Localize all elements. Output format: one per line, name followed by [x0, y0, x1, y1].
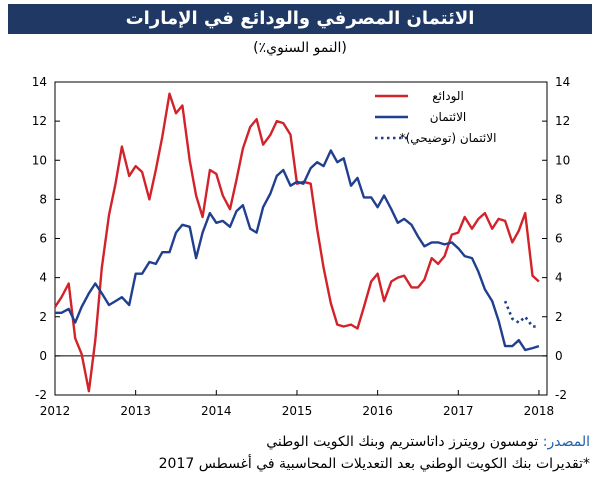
y-tick-label-left: 4: [39, 271, 47, 285]
x-tick-label: 2015: [282, 404, 313, 418]
y-tick-label-right: 4: [555, 271, 563, 285]
y-tick-label-right: 6: [555, 232, 563, 246]
series-line-0: [53, 92, 540, 393]
legend-label-2: الائتمان (توضيحي)*: [400, 131, 497, 146]
y-tick-label-right: 8: [555, 192, 563, 206]
plot-frame: [54, 81, 548, 396]
y-tick-label-left: -2: [35, 388, 47, 402]
y-tick-label-left: 2: [39, 310, 47, 324]
footnote: *تقديرات بنك الكويت الوطني بعد التعديلات…: [158, 456, 590, 472]
x-tick-label: 2014: [201, 404, 232, 418]
y-tick-label-left: 8: [39, 192, 47, 206]
x-tick-label: 2016: [362, 404, 393, 418]
y-tick-label-right: 0: [555, 349, 563, 363]
x-tick-label: 2017: [443, 404, 474, 418]
series-line-2: [503, 300, 539, 328]
axes: -2 -2 0 0 2 2 4 4 6 6 8 8 10 10 12 12 14 14 2012 2013 2014 20…: [32, 75, 571, 418]
x-tick-label: 2018: [524, 404, 555, 418]
y-tick-label-left: 10: [32, 153, 47, 167]
y-tick-label-left: 0: [39, 349, 47, 363]
chart-subtitle: (النمو السنوي٪): [253, 40, 347, 56]
source-label: المصدر:: [542, 434, 590, 450]
y-tick-label-right: 2: [555, 310, 563, 324]
legend-label-0: الودائع: [432, 89, 464, 104]
series-line-1: [55, 149, 540, 352]
series-lines: [53, 92, 540, 393]
y-tick-label-right: -2: [555, 388, 567, 402]
line-chart: -2 -2 0 0 2 2 4 4 6 6 8 8 10 10 12 12 14 14 2012 2013 2014 20…: [32, 75, 571, 418]
source-line: المصدر: تومسون رويترز داتاستريم وبنك الك…: [10, 434, 590, 450]
y-tick-label-left: 12: [32, 114, 47, 128]
y-tick-label-right: 12: [555, 114, 570, 128]
y-tick-label-right: 14: [555, 75, 570, 89]
chart-title: الائتمان المصرفي والودائع في الإمارات: [8, 4, 592, 34]
legend-label-1: الائتمان: [430, 110, 467, 124]
source-text: تومسون رويترز داتاستريم وبنك الكويت الوط…: [266, 434, 543, 450]
legend: الودائع الائتمان الائتمان (توضيحي)*: [375, 89, 496, 146]
y-tick-label-left: 6: [39, 232, 47, 246]
x-tick-label: 2013: [120, 404, 151, 418]
x-tick-label: 2012: [40, 404, 71, 418]
y-tick-label-right: 10: [555, 153, 570, 167]
y-tick-label-left: 14: [32, 75, 47, 89]
